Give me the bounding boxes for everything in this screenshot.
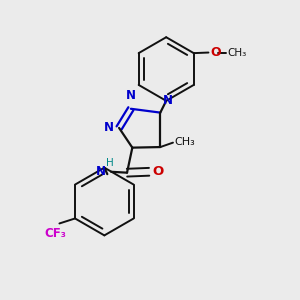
Text: H: H xyxy=(106,158,114,168)
Text: CH₃: CH₃ xyxy=(228,47,247,58)
Text: CF₃: CF₃ xyxy=(44,227,66,240)
Text: N: N xyxy=(126,89,136,102)
Text: CH₃: CH₃ xyxy=(174,137,195,147)
Text: N: N xyxy=(163,94,173,107)
Text: N: N xyxy=(96,165,106,178)
Text: O: O xyxy=(153,165,164,178)
Text: O: O xyxy=(210,46,220,59)
Text: N: N xyxy=(104,122,114,134)
